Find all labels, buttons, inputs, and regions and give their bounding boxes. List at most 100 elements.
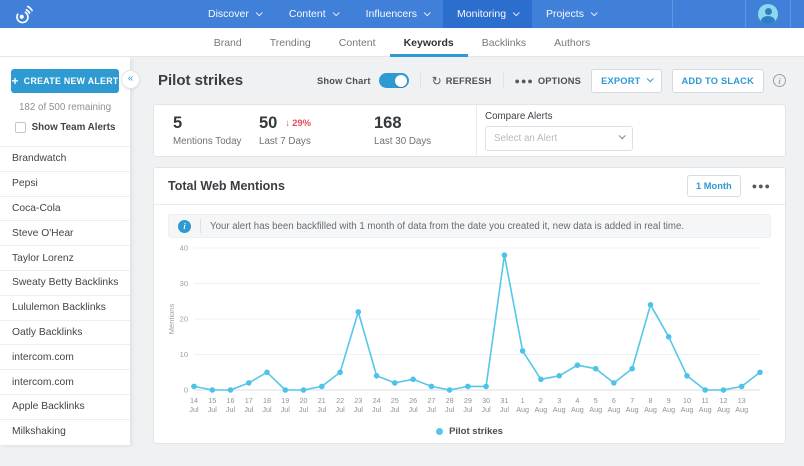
stat-mentions-today: 5Mentions Today [173, 114, 259, 147]
svg-text:5Aug: 5Aug [589, 396, 602, 414]
svg-text:28Jul: 28Jul [445, 396, 455, 414]
monitoring-sub-nav: BrandTrendingContentKeywordsBacklinksAut… [0, 28, 804, 57]
alert-item-pepsi[interactable]: Pepsi [0, 171, 130, 196]
export-button[interactable]: EXPORT [591, 69, 661, 93]
stat-label: Last 7 Days [259, 136, 374, 147]
svg-text:12Aug: 12Aug [717, 396, 730, 414]
alert-item-steve-o-hear[interactable]: Steve O'Hear [0, 220, 130, 245]
tab-brand[interactable]: Brand [200, 28, 256, 57]
chevron-down-icon [513, 9, 520, 16]
svg-text:31Jul: 31Jul [500, 396, 510, 414]
show-team-alerts-checkbox[interactable] [15, 122, 26, 133]
alert-item-sweaty-betty-backlinks[interactable]: Sweaty Betty Backlinks [0, 270, 130, 295]
chart-title: Total Web Mentions [168, 179, 285, 193]
banner-text: Your alert has been backfilled with 1 mo… [210, 221, 684, 232]
nav-empty-slot [673, 0, 745, 28]
top-nav: Discover Content Influencers Monitoring Proj… [0, 0, 804, 28]
chevron-down-icon [619, 132, 626, 139]
banner-divider [200, 219, 201, 233]
total-web-mentions-card: Total Web Mentions 1 Month ●●● i Your al… [153, 167, 786, 444]
alert-item-brandwatch[interactable]: Brandwatch [0, 146, 130, 171]
arrow-down-icon: ↓ [285, 118, 290, 129]
svg-text:40: 40 [180, 244, 188, 253]
collapse-sidebar-button[interactable]: « [121, 70, 140, 89]
refresh-icon: ↻ [432, 75, 442, 87]
show-team-alerts-label: Show Team Alerts [32, 122, 116, 133]
show-chart-toggle[interactable] [379, 73, 409, 88]
tab-trending[interactable]: Trending [256, 28, 325, 57]
svg-text:30: 30 [180, 279, 188, 288]
tab-backlinks[interactable]: Backlinks [468, 28, 540, 57]
svg-text:26Jul: 26Jul [408, 396, 418, 414]
svg-text:20: 20 [180, 315, 188, 324]
svg-text:7Aug: 7Aug [626, 396, 639, 414]
compare-alerts-section: Compare Alerts Select an Alert [477, 111, 633, 151]
user-avatar[interactable] [758, 4, 778, 24]
create-new-alert-label: CREATE NEW ALERT [24, 76, 119, 86]
alert-item-coca-cola[interactable]: Coca-Cola [0, 196, 130, 221]
nav-item-label: Content [289, 8, 326, 20]
app-logo-icon[interactable] [13, 3, 35, 25]
tab-keywords[interactable]: Keywords [390, 28, 468, 57]
nav-item-projects[interactable]: Projects [532, 0, 610, 28]
nav-item-discover[interactable]: Discover [194, 0, 275, 28]
export-label: EXPORT [601, 76, 640, 86]
chevron-down-icon [646, 75, 653, 82]
svg-text:10Aug: 10Aug [681, 396, 694, 414]
plus-icon: + [11, 75, 18, 87]
svg-text:2Aug: 2Aug [535, 396, 548, 414]
avatar-head-icon [765, 8, 772, 15]
chevron-down-icon [591, 9, 598, 16]
chart-legend[interactable]: Pilot strikes [154, 426, 785, 437]
ellipsis-icon: ●●● [515, 76, 534, 86]
control-divider [420, 73, 421, 89]
svg-text:30Jul: 30Jul [481, 396, 491, 414]
mentions-stats-card: 5Mentions Today50↓29%Last 7 Days168Last … [153, 104, 786, 157]
compare-alerts-select[interactable]: Select an Alert [485, 126, 633, 151]
svg-text:23Jul: 23Jul [354, 396, 364, 414]
stat-label: Last 30 Days [374, 136, 476, 147]
stat-value: 168 [374, 114, 402, 133]
tab-content[interactable]: Content [325, 28, 390, 57]
options-button[interactable]: ●●● OPTIONS [515, 76, 582, 86]
alert-item-intercom-com[interactable]: intercom.com [0, 344, 130, 369]
alert-item-milkshaking[interactable]: Milkshaking [0, 419, 130, 444]
nav-item-content[interactable]: Content [275, 0, 352, 28]
svg-text:0: 0 [184, 386, 188, 395]
svg-text:15Jul: 15Jul [208, 396, 218, 414]
svg-text:Mentions: Mentions [167, 304, 176, 335]
alert-item-oatly-backlinks[interactable]: Oatly Backlinks [0, 320, 130, 345]
svg-text:8Aug: 8Aug [644, 396, 657, 414]
nav-divider [790, 0, 791, 28]
alert-item-intercom-com[interactable]: intercom.com [0, 369, 130, 394]
nav-item-influencers[interactable]: Influencers [352, 0, 443, 28]
stat-label: Mentions Today [173, 136, 259, 147]
svg-text:16Jul: 16Jul [226, 396, 236, 414]
more-options-icon[interactable]: ●●● [752, 181, 771, 191]
refresh-button[interactable]: ↻ REFRESH [432, 75, 492, 87]
alert-item-lululemon-backlinks[interactable]: Lululemon Backlinks [0, 295, 130, 320]
svg-text:25Jul: 25Jul [390, 396, 400, 414]
svg-text:9Aug: 9Aug [662, 396, 675, 414]
tab-authors[interactable]: Authors [540, 28, 604, 57]
page-title: Pilot strikes [158, 72, 243, 89]
info-icon: i [178, 220, 191, 233]
alert-item-apple-backlinks[interactable]: Apple Backlinks [0, 394, 130, 419]
chevron-down-icon [256, 9, 263, 16]
time-range-button[interactable]: 1 Month [687, 175, 741, 197]
show-team-alerts-row[interactable]: Show Team Alerts [0, 122, 130, 133]
nav-item-label: Projects [546, 8, 584, 20]
add-to-slack-button[interactable]: ADD TO SLACK [672, 69, 764, 93]
svg-text:18Jul: 18Jul [262, 396, 272, 414]
info-icon[interactable]: i [773, 74, 786, 87]
nav-item-monitoring[interactable]: Monitoring [443, 0, 532, 28]
alert-item-taylor-lorenz[interactable]: Taylor Lorenz [0, 245, 130, 270]
svg-text:3Aug: 3Aug [553, 396, 566, 414]
chart-card-header: Total Web Mentions 1 Month ●●● [154, 168, 785, 205]
create-new-alert-button[interactable]: + CREATE NEW ALERT [11, 69, 119, 93]
chevron-down-icon [332, 9, 339, 16]
svg-text:22Jul: 22Jul [335, 396, 345, 414]
nav-item-label: Influencers [366, 8, 417, 20]
stats-row: 5Mentions Today50↓29%Last 7 Days168Last … [173, 105, 476, 156]
svg-text:6Aug: 6Aug [608, 396, 621, 414]
